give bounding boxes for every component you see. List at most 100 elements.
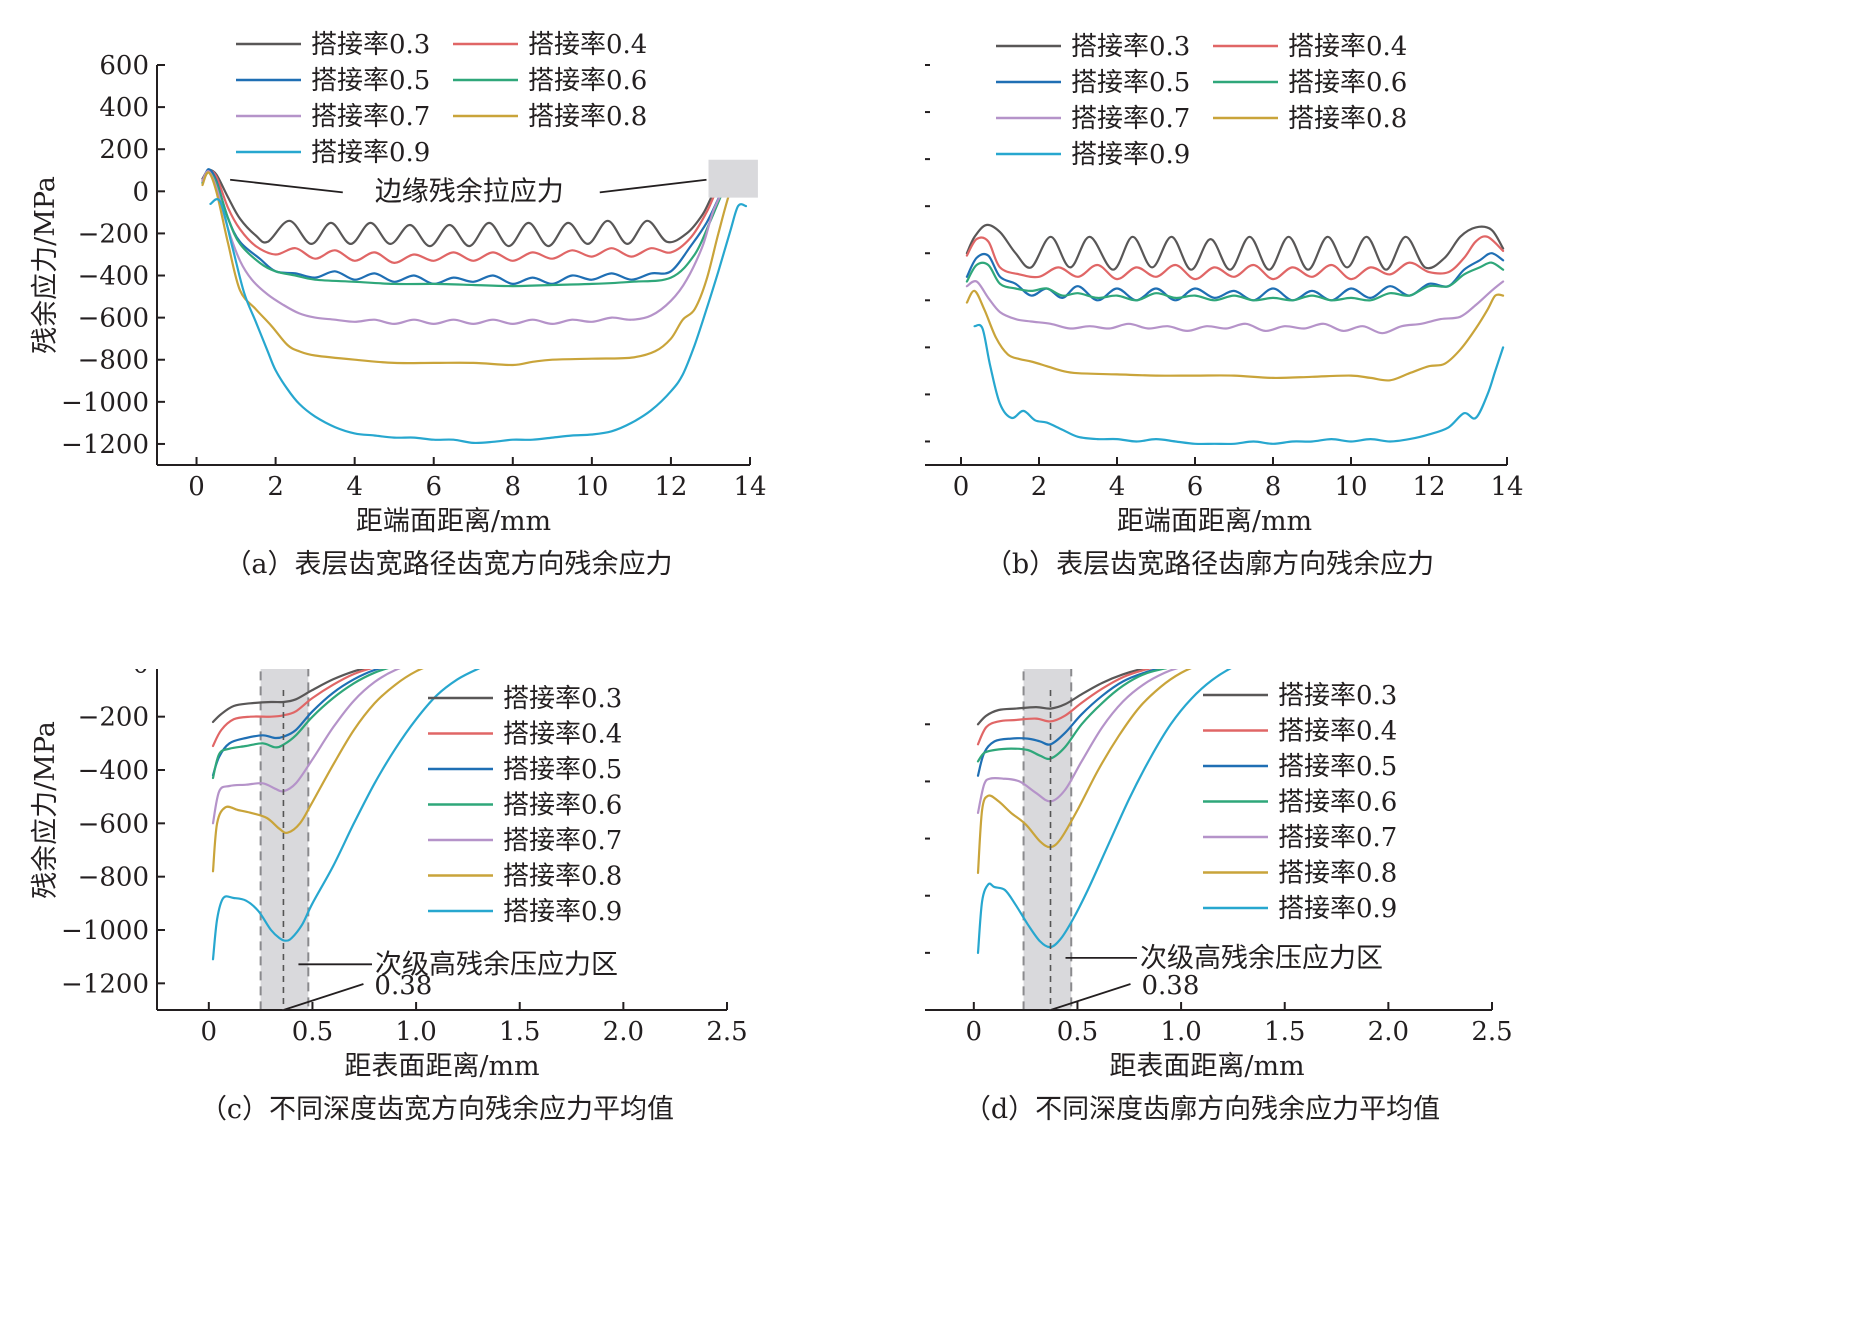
chart-panel-a: 0 2 4 6 8 10 12 14 600 400 200 0 −200 −400 −600 −800 −10… [0, 0, 925, 669]
marker-label: 0.38 [374, 971, 432, 1001]
chart-svg-a: 0 2 4 6 8 10 12 14 600 400 200 0 −200 −400 −600 −800 −10… [30, 30, 767, 580]
series-line-r0-8 [976, 669, 1192, 874]
edge-highlight-box [708, 159, 758, 198]
y-tick-label: 600 [99, 51, 149, 81]
x-tick-label: 0 [201, 1017, 218, 1047]
legend-label: 搭接率0.9 [1071, 140, 1190, 170]
marker-leader [1050, 983, 1131, 1011]
series-line-r0-9 [973, 323, 1505, 446]
series-line-r0-9 [211, 669, 481, 961]
series-line-r0-6 [965, 261, 1505, 302]
y-axis-title: 残余应力/MPa [30, 176, 61, 354]
x-tick-label: 1.5 [499, 1017, 540, 1047]
chart-panel-c: 00.51.01.52.02.52000−200−400−600−800−100… [0, 669, 925, 1338]
legend-label: 搭接率0.5 [1071, 68, 1190, 98]
y-tick-label: −400 [78, 262, 149, 292]
legend-label: 搭接率0.5 [311, 66, 430, 96]
legend-label: 搭接率0.8 [1278, 859, 1397, 889]
series-line-r0-4 [965, 235, 1505, 281]
x-tick-label: 14 [1490, 472, 1523, 502]
y-tick-label: −200 [78, 219, 149, 249]
chart-svg-c: 00.51.01.52.02.52000−200−400−600−800−100… [30, 669, 748, 1125]
x-tick-label: 1.0 [1160, 1017, 1201, 1047]
series-line-r0-3 [201, 168, 746, 248]
series-line-r0-7 [211, 669, 401, 825]
y-tick-label: −400 [78, 756, 149, 786]
legend-label: 搭接率0.6 [1288, 68, 1407, 98]
chart-svg-b: 024681012146004002000−200−400−600−800−10… [925, 32, 1524, 580]
y-tick-label: −600 [78, 809, 149, 839]
x-tick-label: 2 [1031, 472, 1048, 502]
series-line-r0-8 [211, 669, 424, 873]
x-tick-label: 2.0 [603, 1017, 644, 1047]
y-tick-label: −800 [78, 346, 149, 376]
marker-label: 0.38 [1142, 971, 1200, 1001]
legend-label: 搭接率0.5 [503, 755, 622, 785]
annotation-label: 次级高残余压应力区 [375, 949, 618, 980]
legend-label: 搭接率0.4 [528, 30, 647, 60]
series-line-r0-4 [976, 669, 1153, 746]
x-tick-label: 12 [654, 472, 687, 502]
x-axis-title: 距表面距离/mm [1109, 1051, 1304, 1082]
highlight-band [1022, 669, 1073, 1011]
series-line-r0-5 [201, 168, 746, 285]
series-line-r0-4 [201, 169, 744, 264]
x-tick-label: 14 [733, 472, 766, 502]
x-tick-label: 10 [575, 472, 608, 502]
x-tick-label: 0 [953, 472, 970, 502]
legend-label: 搭接率0.8 [503, 862, 622, 892]
x-tick-label: 1.0 [395, 1017, 436, 1047]
legend-label: 搭接率0.8 [528, 102, 647, 132]
y-tick-label: −200 [78, 703, 149, 733]
series-line-r0-6 [201, 171, 746, 288]
series-line-r0-7 [976, 669, 1179, 814]
legend-label: 搭接率0.6 [1278, 788, 1397, 818]
chart-caption: （c）不同深度齿宽方向残余应力平均值 [200, 1094, 674, 1125]
x-tick-label: 0.5 [1057, 1017, 1098, 1047]
x-axis-title: 距端面距离/mm [356, 506, 551, 537]
legend-label: 搭接率0.4 [1278, 717, 1397, 747]
x-tick-label: 6 [425, 472, 442, 502]
legend-label: 搭接率0.3 [503, 684, 622, 714]
y-tick-label: −1000 [61, 916, 149, 946]
x-tick-label: 2.5 [706, 1017, 747, 1047]
y-tick-label: −1000 [61, 388, 149, 418]
x-tick-label: 0 [188, 472, 205, 502]
x-axis-title: 距端面距离/mm [1117, 506, 1312, 537]
chart-caption: （d）不同深度齿廓方向残余应力平均值 [964, 1094, 1440, 1125]
legend-label: 搭接率0.9 [311, 138, 430, 168]
chart-panel-b: 024681012146004002000−200−400−600−800−10… [925, 0, 1849, 669]
legend-label: 搭接率0.4 [503, 720, 622, 750]
series-line-r0-7 [201, 170, 744, 325]
x-tick-label: 1.5 [1264, 1017, 1305, 1047]
series-line-r0-5 [211, 669, 382, 777]
chart-panel-d: 00.51.01.52.02.52000−200−400−600−800−100… [925, 669, 1849, 1338]
highlight-band [259, 669, 310, 1011]
y-tick-label: 200 [99, 135, 149, 165]
series-line-r0-5 [976, 669, 1162, 777]
x-tick-label: 4 [1109, 472, 1126, 502]
chart-svg-d: 00.51.01.52.02.52000−200−400−600−800−100… [925, 669, 1513, 1125]
series-line-r0-9 [976, 669, 1232, 954]
marker-leader [283, 983, 364, 1011]
series-line-r0-3 [965, 223, 1505, 271]
legend-label: 搭接率0.7 [1278, 823, 1397, 853]
legend-label: 搭接率0.7 [311, 102, 430, 132]
series-line-r0-8 [965, 289, 1505, 382]
legend-label: 搭接率0.7 [503, 826, 622, 856]
x-tick-label: 12 [1412, 472, 1445, 502]
series-line-r0-4 [211, 669, 373, 748]
legend-label: 搭接率0.9 [503, 897, 622, 927]
x-tick-label: 4 [346, 472, 363, 502]
x-tick-label: 8 [505, 472, 522, 502]
series-line-r0-6 [976, 669, 1168, 763]
series-line-r0-3 [211, 669, 367, 724]
legend-label: 搭接率0.6 [503, 791, 622, 821]
annotation-label: 次级高残余压应力区 [1140, 943, 1383, 974]
series-line-r0-3 [976, 669, 1148, 726]
legend-label: 搭接率0.3 [311, 30, 430, 60]
x-tick-label: 0.5 [292, 1017, 333, 1047]
x-axis-title: 距表面距离/mm [344, 1051, 539, 1082]
chart-caption: （b）表层齿宽路径齿廓方向残余应力 [985, 549, 1434, 580]
annotation-leader [230, 178, 343, 194]
